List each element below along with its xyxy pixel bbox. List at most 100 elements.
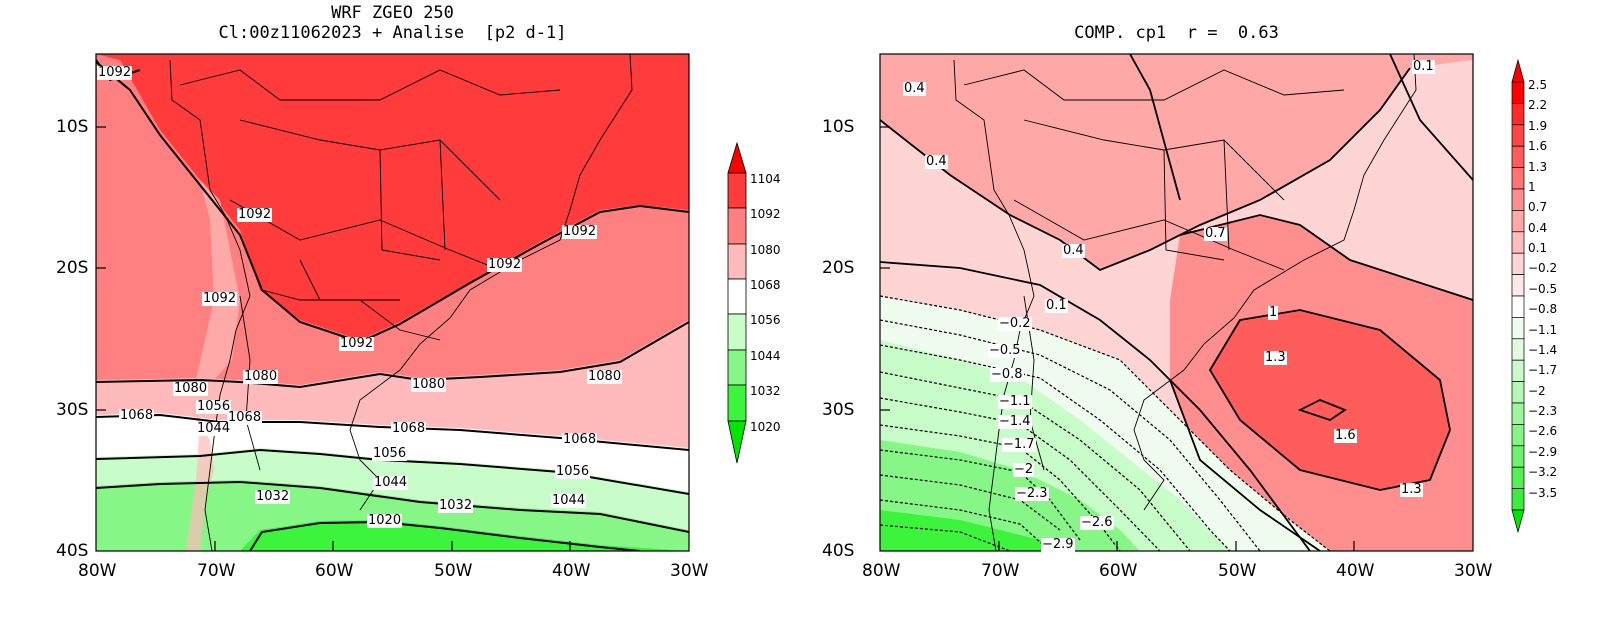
right-cb-label: 0.1 [1528,241,1548,256]
right-contour-label: 1.3 [1264,350,1287,365]
left-lon-40w: 40W [552,561,591,581]
right-colorbar-swatch [1511,317,1525,340]
right-cb-label: 2.2 [1528,98,1548,113]
right-colorbar-swatch [1511,445,1525,468]
right-cb-label: 2.5 [1528,78,1548,92]
left-contour-label: 1080 [173,381,209,396]
right-contour-label: −1.1 [998,394,1032,409]
right-contour-label: −1.4 [998,414,1032,429]
left-lat-40s: 40S [56,541,89,561]
right-colorbar-top-arrow [1511,58,1525,83]
right-colorbar-swatch [1511,103,1525,126]
right-colorbar-swatch [1511,338,1525,361]
left-contour-label: 1044 [373,475,409,490]
right-colorbar-swatch [1511,274,1525,297]
right-title: COMP. cp1 r = 0.63 [1074,23,1279,43]
right-lat-40s: 40S [822,541,855,561]
right-lat-20s: 20S [822,258,855,278]
left-cb-label: 1044 [750,349,781,363]
right-lon-50w: 50W [1218,561,1257,581]
right-cb-label: −2.3 [1528,404,1558,419]
right-cb-label: −2.6 [1528,424,1558,439]
right-colorbar-swatch [1511,466,1525,489]
right-contour-label: −2 [1013,462,1035,477]
right-lon-60w: 60W [1099,561,1138,581]
right-colorbar-swatch [1511,402,1525,425]
right-colorbar-swatch [1511,488,1525,511]
right-map-frame [879,53,1474,552]
left-cb-label: 1092 [750,207,781,221]
right-cb-label: 1.9 [1528,118,1548,133]
right-contour-label: −1.7 [1002,437,1036,452]
right-lat-30s: 30S [822,400,855,420]
left-lon-60w: 60W [315,561,354,581]
left-contour-label: 1056 [555,464,591,479]
left-contour-label: 1092 [202,291,238,306]
right-cb-label: −0.2 [1528,261,1558,276]
right-cb-label: −3.2 [1528,465,1558,480]
left-title-line2: Cl:00z11062023 + Analise [p2 d-1] [218,23,567,43]
left-axis-ticks [96,126,571,551]
left-contour-label: 1068 [562,432,598,447]
right-cb-label: −1.1 [1528,322,1558,337]
left-contour-label: 1044 [551,493,587,508]
left-band-1020 [240,520,689,551]
left-map-svg [95,53,747,552]
left-cb-label: 1032 [750,384,781,398]
left-contour-label: 1068 [227,410,263,425]
right-contour-label: 0.1 [1045,298,1068,313]
left-contour-label: 1056 [196,399,232,414]
left-contour-label: 1092 [97,65,133,80]
right-band-green3 [880,510,1060,551]
right-contour-label: −2.6 [1080,515,1114,530]
left-contour-label: 1092 [487,257,523,272]
right-colorbar-swatch [1511,381,1525,404]
right-contour-label: −2.3 [1015,486,1049,501]
right-colorbar-swatch [1511,424,1525,447]
right-contour-label: 1.6 [1334,428,1357,443]
left-lon-70w: 70W [197,561,236,581]
left-contour-label: 1032 [255,489,291,504]
right-contour-label: −0.5 [988,343,1022,358]
right-colorbar-swatch [1511,145,1525,168]
left-cb-label: 1104 [750,172,781,186]
left-contour-label: 1020 [367,513,403,528]
right-cb-label: −0.5 [1528,281,1558,296]
left-cb-label: 1020 [750,420,781,434]
right-lon-30w: 30W [1454,561,1493,581]
left-map-frame [95,53,690,552]
right-colorbar-bottom-arrow [1511,509,1525,534]
left-cb-label: 1080 [750,243,781,257]
left-andes-patch [186,180,240,551]
left-cb-label: 1068 [750,278,781,292]
right-contour-label: 1 [1268,305,1279,320]
left-contour-label: 1092 [237,207,273,222]
left-contour-label: 1080 [411,377,447,392]
right-contour-label: −0.8 [990,367,1024,382]
right-contour-label: 0.4 [925,154,948,169]
right-cb-label: −2 [1528,383,1546,398]
right-cb-label: 1.3 [1528,159,1548,174]
right-contour-label: 0.4 [903,81,926,96]
left-lat-20s: 20S [56,258,89,278]
left-contour-label: 1032 [438,498,474,513]
right-colorbar-swatch [1511,81,1525,104]
left-contour-label: 1068 [391,421,427,436]
left-lat-10s: 10S [56,117,89,137]
right-cb-label: −3.5 [1528,485,1558,500]
left-cb-label: 1056 [750,313,781,327]
left-lon-80w: 80W [78,561,117,581]
right-colorbar-swatch [1511,210,1525,233]
right-axis-ticks [880,126,1355,551]
right-colorbar-swatch [1511,231,1525,254]
left-lon-30w: 30W [670,561,709,581]
right-colorbar-swatch [1511,188,1525,211]
left-title-line1: WRF ZGEO 250 [331,3,454,23]
right-colorbar-swatch [1511,359,1525,382]
right-cb-label: −1.4 [1528,342,1558,357]
right-cb-label: −2.9 [1528,444,1558,459]
left-lon-50w: 50W [434,561,473,581]
right-colorbar-swatch [1511,252,1525,275]
right-colorbar-swatch [1511,124,1525,147]
